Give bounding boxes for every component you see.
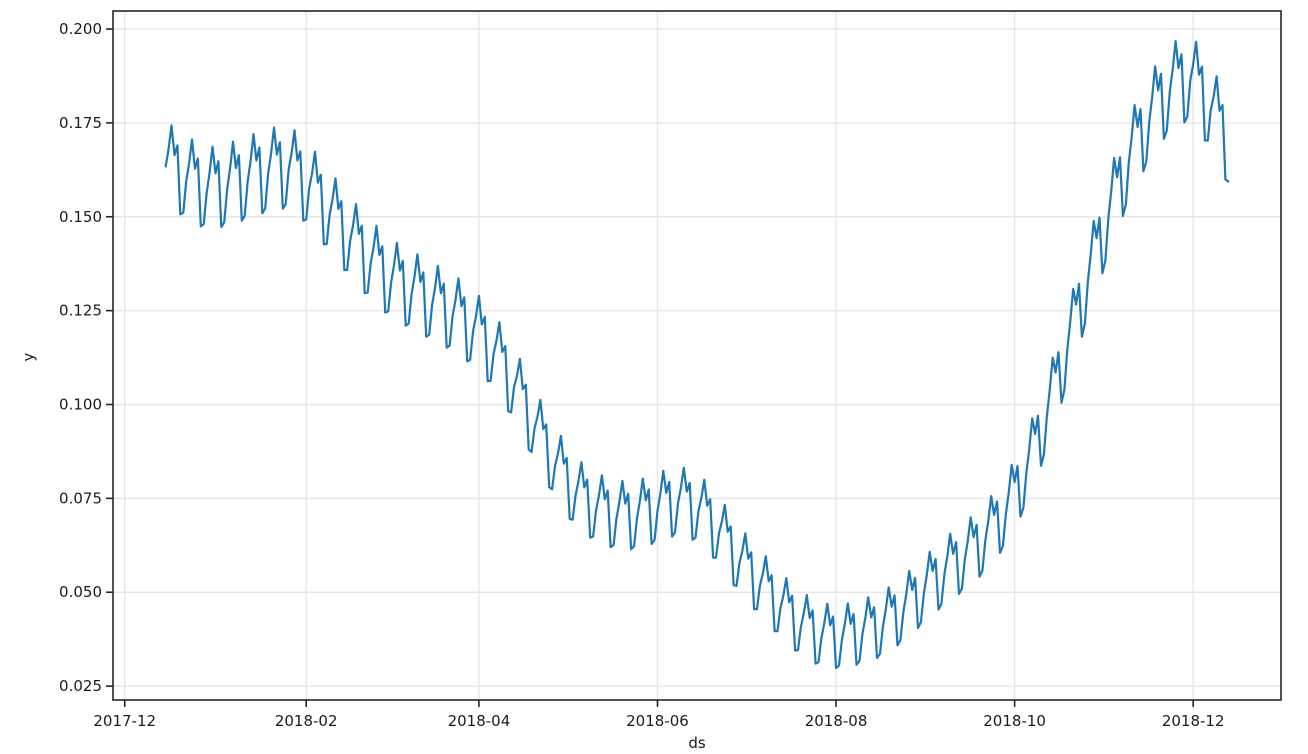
y-axis-label: y xyxy=(19,352,38,362)
data-line xyxy=(164,39,1230,670)
y-tick-label: 0.150 xyxy=(59,208,102,226)
x-axis-label: ds xyxy=(688,734,706,752)
y-tick-label: 0.100 xyxy=(59,395,102,413)
plot-border xyxy=(112,10,1282,701)
y-tick-label: 0.050 xyxy=(59,583,102,601)
x-tick-label: 2018-08 xyxy=(805,712,868,730)
x-tick-label: 2018-10 xyxy=(983,712,1046,730)
y-tick-label: 0.175 xyxy=(59,114,102,132)
x-tick-label: 2017-12 xyxy=(93,712,156,730)
y-tick-label: 0.125 xyxy=(59,302,102,320)
y-tick-label: 0.075 xyxy=(59,489,102,507)
y-tick-label: 0.200 xyxy=(59,20,102,38)
x-tick-label: 2018-02 xyxy=(275,712,338,730)
x-tick-label: 2018-12 xyxy=(1162,712,1225,730)
y-tick-label: 0.025 xyxy=(59,677,102,695)
x-tick-label: 2018-04 xyxy=(448,712,511,730)
x-tick-label: 2018-06 xyxy=(626,712,689,730)
